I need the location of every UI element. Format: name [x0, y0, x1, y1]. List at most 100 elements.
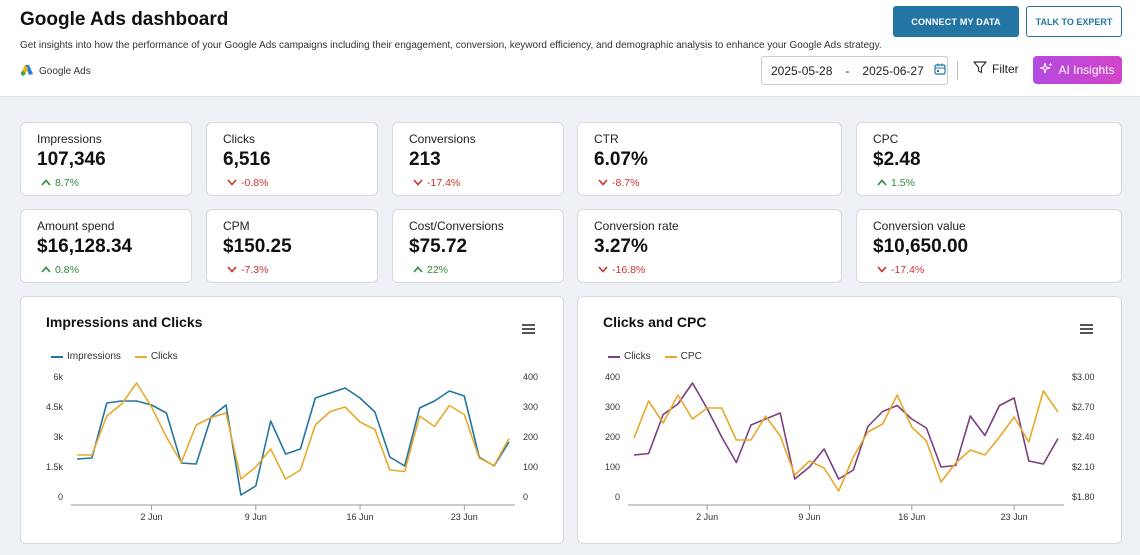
kpi-delta-value: -0.8%	[241, 177, 269, 189]
clicks-cpc-plot: 0 $1.80 100 $2.10 200 $2.40 300 $2.70 400 $3.00 2 …	[605, 372, 1095, 522]
kpi-card-conversion-value: Conversion value $10,650.00 -17.4%	[856, 209, 1122, 283]
legend-label: Impressions	[67, 351, 121, 362]
series-line-clicks[interactable]	[77, 382, 510, 480]
chart-title: Impressions and Clicks	[46, 314, 203, 330]
series-line-clicks[interactable]	[633, 382, 1059, 480]
kpi-card-conversion-rate: Conversion rate 3.27% -16.8%	[577, 209, 842, 283]
filter-label: Filter	[992, 62, 1019, 76]
y-tick-left: 400	[605, 372, 620, 382]
kpi-delta: 1.5%	[877, 177, 915, 189]
arrow-up-icon	[41, 264, 51, 276]
kpi-card-ctr: CTR 6.07% -8.7%	[577, 122, 842, 196]
kpi-delta-value: -17.4%	[891, 264, 925, 276]
page-subtitle: Get insights into how the performance of…	[20, 40, 882, 51]
data-source-label: Google Ads	[39, 66, 91, 77]
talk-to-expert-button[interactable]: TALK TO EXPERT	[1026, 6, 1122, 37]
kpi-card-amount-spend: Amount spend $16,128.34 0.8%	[20, 209, 192, 283]
kpi-delta: 22%	[413, 264, 448, 276]
y-tick-right: 300	[523, 402, 538, 412]
y-tick-left: 0	[58, 492, 63, 502]
date-start: 2025-05-28	[771, 63, 833, 78]
kpi-delta: -7.3%	[227, 264, 268, 276]
legend-item-clicks[interactable]: Clicks	[134, 351, 178, 362]
kpi-delta-value: 8.7%	[55, 177, 79, 189]
series-line-cpc[interactable]	[633, 390, 1059, 492]
kpi-card-clicks: Clicks 6,516 -0.8%	[206, 122, 378, 196]
arrow-down-icon	[598, 177, 608, 189]
kpi-card-cost-conversions: Cost/Conversions $75.72 22%	[392, 209, 564, 283]
hamburger-menu-icon[interactable]	[522, 321, 535, 339]
arrow-down-icon	[877, 264, 887, 276]
date-range-picker[interactable]: 2025-05-28 - 2025-06-27	[761, 56, 948, 85]
chart-legend: Clicks CPC	[608, 351, 702, 362]
kpi-delta-value: -17.4%	[427, 177, 461, 189]
y-tick-left: 100	[605, 462, 620, 472]
legend-item-clicks[interactable]: Clicks	[608, 351, 651, 362]
kpi-label: Clicks	[223, 132, 255, 146]
y-tick-left: 3k	[53, 432, 63, 442]
y-tick-right: $2.70	[1072, 402, 1095, 412]
date-separator: -	[845, 63, 850, 78]
x-tick-label: 16 Jun	[347, 512, 374, 522]
chart-title: Clicks and CPC	[603, 314, 707, 330]
kpi-card-cpm: CPM $150.25 -7.3%	[206, 209, 378, 283]
y-tick-right: $2.10	[1072, 462, 1095, 472]
kpi-label: Cost/Conversions	[409, 219, 504, 233]
chart-card-impressions-clicks: Impressions and Clicks Impressions Click…	[20, 296, 564, 544]
arrow-down-icon	[598, 264, 608, 276]
date-end: 2025-06-27	[862, 63, 924, 78]
connect-my-data-button[interactable]: CONNECT MY DATA	[893, 6, 1019, 37]
legend-item-cpc[interactable]: CPC	[664, 351, 702, 362]
header: Google Ads dashboard Get insights into h…	[0, 0, 1140, 97]
y-tick-right: 400	[523, 372, 538, 382]
kpi-value: $150.25	[223, 236, 292, 257]
x-tick-label: 23 Jun	[451, 512, 478, 522]
kpi-delta-value: -7.3%	[241, 264, 269, 276]
legend-label: Clicks	[150, 351, 178, 362]
kpi-label: Amount spend	[37, 219, 115, 233]
hamburger-menu-icon[interactable]	[1080, 321, 1093, 339]
kpi-value: 6,516	[223, 149, 271, 170]
kpi-delta: -8.7%	[598, 177, 639, 189]
x-tick-label: 2 Jun	[140, 512, 162, 522]
kpi-delta: 8.7%	[41, 177, 79, 189]
kpi-label: CTR	[594, 132, 619, 146]
kpi-delta: -0.8%	[227, 177, 268, 189]
impressions-clicks-plot: 0 0 1.5k 100 3k 200 4.5k 300 6k 400 2 Jun 9 Jun 16 J…	[46, 372, 538, 522]
sparkle-icon	[1039, 62, 1053, 78]
x-tick-label: 2 Jun	[696, 512, 718, 522]
kpi-card-conversions: Conversions 213 -17.4%	[392, 122, 564, 196]
y-tick-left: 6k	[53, 372, 63, 382]
kpi-value: $75.72	[409, 236, 468, 257]
kpi-label: CPM	[223, 219, 250, 233]
kpi-value: $2.48	[873, 149, 921, 170]
kpi-value: 6.07%	[594, 149, 648, 170]
toolbar-divider	[957, 61, 958, 80]
filter-button[interactable]: Filter	[973, 61, 1019, 77]
kpi-label: Conversion value	[873, 219, 966, 233]
y-tick-left: 0	[615, 492, 620, 502]
kpi-delta-value: 22%	[427, 264, 449, 276]
x-tick-label: 16 Jun	[898, 512, 925, 522]
kpi-value: $16,128.34	[37, 236, 133, 257]
kpi-value: $10,650.00	[873, 236, 969, 257]
x-tick-label: 9 Jun	[245, 512, 267, 522]
kpi-delta: -17.4%	[877, 264, 924, 276]
kpi-value: 213	[409, 149, 441, 170]
kpi-label: Impressions	[37, 132, 102, 146]
y-tick-left: 1.5k	[46, 462, 64, 472]
legend-label: CPC	[680, 351, 702, 362]
kpi-card-impressions: Impressions 107,346 8.7%	[20, 122, 192, 196]
x-tick-label: 23 Jun	[1001, 512, 1028, 522]
legend-item-impressions[interactable]: Impressions	[51, 351, 121, 362]
ai-insights-button[interactable]: AI Insights	[1033, 56, 1122, 84]
google-ads-logo-icon	[20, 64, 34, 79]
y-tick-right: $2.40	[1072, 432, 1095, 442]
ai-insights-label: AI Insights	[1058, 63, 1115, 77]
arrow-down-icon	[227, 264, 237, 276]
kpi-delta-value: 1.5%	[891, 177, 915, 189]
arrow-up-icon	[41, 177, 51, 189]
series-line-impressions[interactable]	[76, 387, 510, 496]
y-tick-right: $3.00	[1072, 372, 1095, 382]
kpi-delta-value: -8.7%	[612, 177, 640, 189]
